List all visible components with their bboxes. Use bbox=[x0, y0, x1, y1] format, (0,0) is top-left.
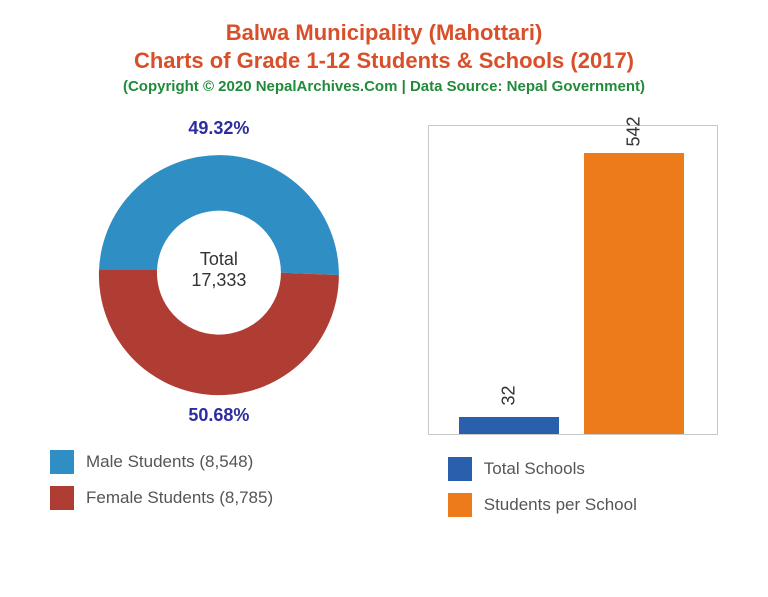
donut-legend: Male Students (8,548) Female Students (8,… bbox=[50, 450, 398, 510]
charts-row: 49.32% Total 17,333 50.68% Male Students… bbox=[0, 140, 768, 529]
male-percent-label: 49.32% bbox=[188, 118, 249, 139]
bar-legend: Total Schools Students per School bbox=[448, 457, 728, 517]
donut-chart-section: 49.32% Total 17,333 50.68% Male Students… bbox=[40, 140, 398, 529]
donut-center-label: Total 17,333 bbox=[191, 249, 246, 291]
center-total-word: Total bbox=[191, 249, 246, 270]
donut-wrap: 49.32% Total 17,333 50.68% bbox=[89, 140, 349, 400]
legend-label: Male Students (8,548) bbox=[86, 452, 253, 472]
center-total-number: 17,333 bbox=[191, 270, 246, 291]
legend-item: Female Students (8,785) bbox=[50, 486, 398, 510]
legend-swatch bbox=[50, 450, 74, 474]
legend-item: Students per School bbox=[448, 493, 728, 517]
female-percent-label: 50.68% bbox=[188, 405, 249, 426]
bar: 542 bbox=[584, 153, 684, 434]
legend-swatch bbox=[50, 486, 74, 510]
bar-value-label: 542 bbox=[623, 116, 644, 146]
chart-header: Balwa Municipality (Mahottari) Charts of… bbox=[0, 0, 768, 95]
bar: 32 bbox=[459, 417, 559, 434]
legend-label: Female Students (8,785) bbox=[86, 488, 273, 508]
legend-swatch bbox=[448, 493, 472, 517]
legend-item: Male Students (8,548) bbox=[50, 450, 398, 474]
copyright-line: (Copyright © 2020 NepalArchives.Com | Da… bbox=[0, 78, 768, 95]
legend-item: Total Schools bbox=[448, 457, 728, 481]
bar-value-label: 32 bbox=[498, 385, 519, 405]
bar-chart: 32 542 bbox=[428, 125, 718, 435]
legend-label: Students per School bbox=[484, 495, 637, 515]
legend-swatch bbox=[448, 457, 472, 481]
legend-label: Total Schools bbox=[484, 459, 585, 479]
title-line-2: Charts of Grade 1-12 Students & Schools … bbox=[0, 48, 768, 74]
bar-chart-section: 32 542 Total Schools Students per School bbox=[398, 140, 728, 529]
title-line-1: Balwa Municipality (Mahottari) bbox=[0, 20, 768, 46]
